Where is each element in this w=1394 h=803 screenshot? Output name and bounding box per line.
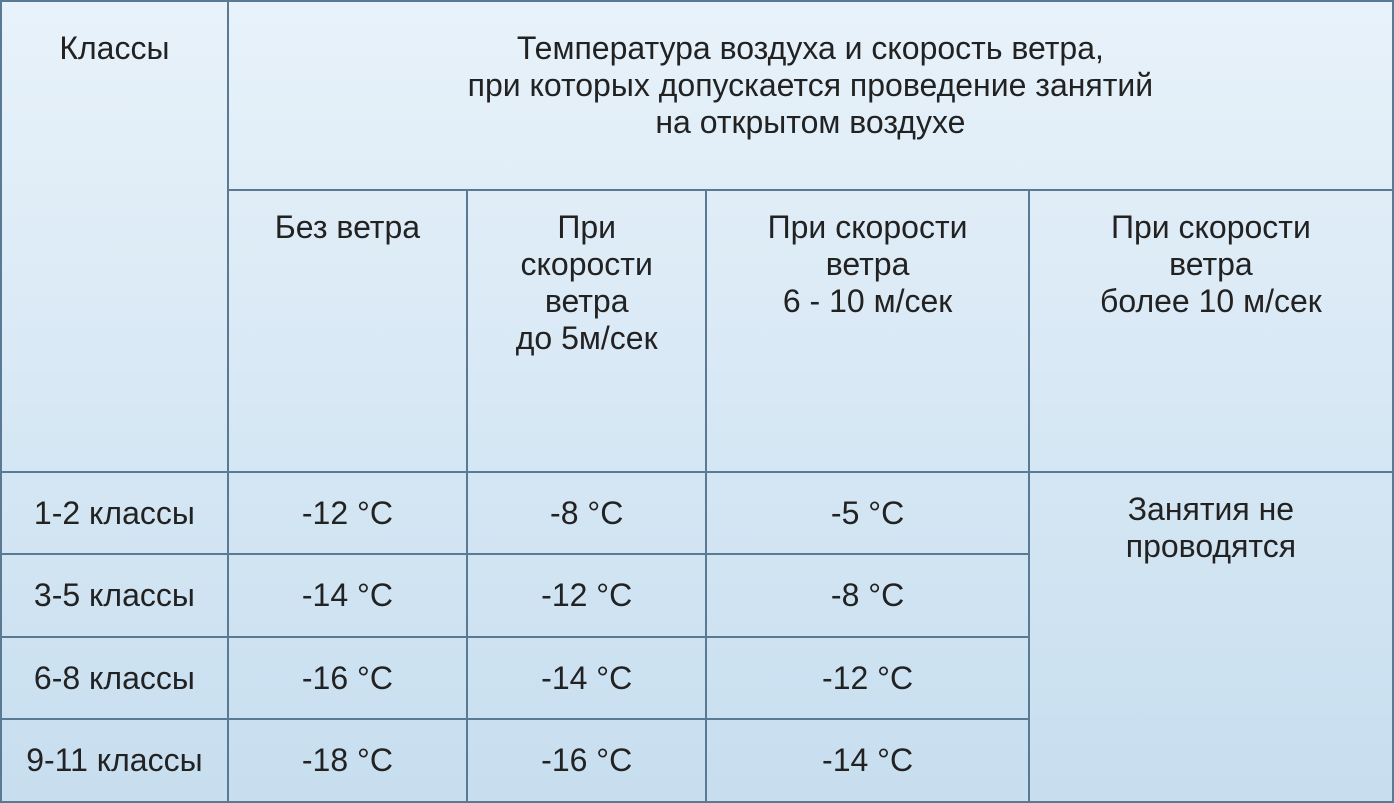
no-classes-line2: проводятся	[1036, 528, 1386, 565]
no-classes-line1: Занятия не	[1036, 491, 1386, 528]
col-header-wind10plus: При скорости ветра более 10 м/сек	[1029, 190, 1393, 472]
table-row: 1-2 классы -12 °С -8 °С -5 °С Занятия не…	[1, 472, 1393, 555]
main-title-line3: на открытом воздухе	[235, 104, 1386, 141]
cell-w610: -14 °С	[706, 719, 1028, 802]
col-header-no-wind: Без ветра	[228, 190, 467, 472]
cell-w5: -12 °С	[467, 554, 706, 637]
wind5-line2: скорости	[474, 246, 699, 283]
row-label: 6-8 классы	[1, 637, 228, 720]
wind10plus-line3: более 10 м/сек	[1036, 283, 1386, 320]
col-header-classes: Классы	[1, 1, 228, 472]
main-title-line1: Температура воздуха и скорость ветра,	[235, 30, 1386, 67]
cell-w610: -12 °С	[706, 637, 1028, 720]
cell-no-wind: -18 °С	[228, 719, 467, 802]
cell-no-wind: -14 °С	[228, 554, 467, 637]
header-row-1: Классы Температура воздуха и скорость ве…	[1, 1, 1393, 190]
row-label: 9-11 классы	[1, 719, 228, 802]
wind5-line3: ветра	[474, 283, 699, 320]
col-header-classes-text: Классы	[59, 30, 169, 66]
cell-w5: -16 °С	[467, 719, 706, 802]
cell-no-classes: Занятия не проводятся	[1029, 472, 1393, 802]
cell-no-wind: -16 °С	[228, 637, 467, 720]
wind10plus-line1: При скорости	[1036, 209, 1386, 246]
cell-no-wind: -12 °С	[228, 472, 467, 555]
col-header-wind5: При скорости ветра до 5м/сек	[467, 190, 706, 472]
row-label: 1-2 классы	[1, 472, 228, 555]
wind10plus-line2: ветра	[1036, 246, 1386, 283]
row-label: 3-5 классы	[1, 554, 228, 637]
wind610-line2: ветра	[713, 246, 1021, 283]
main-title-line2: при которых допускается проведение занят…	[235, 67, 1386, 104]
col-header-wind610: При скорости ветра 6 - 10 м/сек	[706, 190, 1028, 472]
cell-w610: -8 °С	[706, 554, 1028, 637]
cell-w5: -14 °С	[467, 637, 706, 720]
wind5-line1: При	[474, 209, 699, 246]
cell-w610: -5 °С	[706, 472, 1028, 555]
cell-w5: -8 °С	[467, 472, 706, 555]
wind5-line4: до 5м/сек	[474, 320, 699, 357]
col-header-no-wind-text: Без ветра	[275, 209, 420, 245]
col-header-main: Температура воздуха и скорость ветра, пр…	[228, 1, 1393, 190]
wind610-line1: При скорости	[713, 209, 1021, 246]
temperature-wind-table: Классы Температура воздуха и скорость ве…	[0, 0, 1394, 803]
wind610-line3: 6 - 10 м/сек	[713, 283, 1021, 320]
